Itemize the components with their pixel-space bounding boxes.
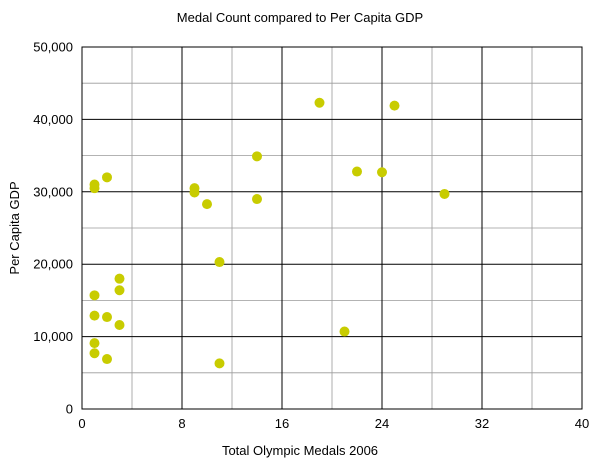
chart-title: Medal Count compared to Per Capita GDP: [177, 10, 423, 25]
data-point: [102, 172, 112, 183]
data-point: [102, 312, 112, 323]
data-point: [102, 354, 112, 365]
y-tick-label: 0: [66, 402, 73, 417]
data-point: [114, 320, 125, 331]
data-point: [252, 151, 262, 162]
data-point: [314, 97, 325, 108]
data-point: [89, 348, 100, 359]
y-tick-label: 40,000: [33, 112, 73, 127]
data-point: [252, 194, 262, 205]
data-point: [89, 338, 100, 349]
data-point: [89, 310, 100, 321]
data-point: [189, 187, 200, 198]
data-point: [114, 285, 125, 296]
y-tick-label: 20,000: [33, 257, 73, 272]
x-tick-label: 24: [375, 416, 389, 431]
data-point: [89, 290, 100, 301]
x-tick-label: 16: [275, 416, 289, 431]
data-point: [114, 273, 125, 284]
data-point: [439, 188, 450, 199]
tick-labels: 0 8 16 24 32 40 0 10,000 20,000 30,000 40,000 50,00…: [33, 40, 589, 432]
x-axis-label: Total Olympic Medals 2006: [222, 443, 378, 458]
data-points: [89, 97, 450, 369]
data-point: [352, 166, 362, 177]
y-tick-label: 50,000: [33, 40, 73, 55]
x-tick-label: 0: [78, 416, 85, 431]
x-tick-label: 32: [475, 416, 489, 431]
data-point: [339, 326, 350, 337]
data-point: [89, 183, 100, 194]
data-point: [202, 199, 212, 210]
grid: [81, 46, 583, 410]
x-tick-label: 40: [575, 416, 589, 431]
y-axis-label: Per Capita GDP: [7, 181, 22, 274]
x-tick-label: 8: [178, 416, 185, 431]
data-point: [214, 358, 225, 369]
data-point: [377, 167, 387, 178]
y-tick-label: 30,000: [33, 184, 73, 199]
data-point: [389, 100, 400, 111]
y-tick-label: 10,000: [33, 329, 73, 344]
data-point: [214, 257, 225, 268]
plot-frame: [81, 46, 583, 410]
